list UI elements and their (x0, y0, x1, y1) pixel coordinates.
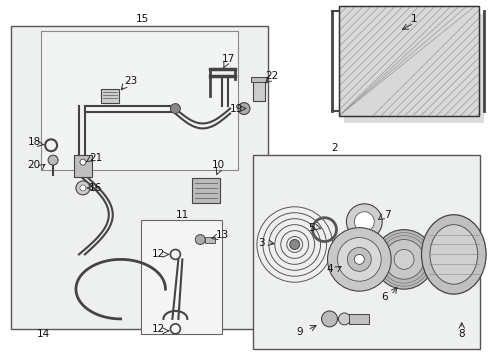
Circle shape (171, 104, 180, 113)
Text: 15: 15 (136, 14, 149, 24)
Text: 19: 19 (229, 104, 243, 113)
Bar (141, 220, 222, 334)
Circle shape (384, 239, 424, 279)
Text: 10: 10 (212, 160, 225, 170)
Bar (41, 31, 238, 170)
Text: 9: 9 (296, 327, 303, 337)
Bar (253, 155, 480, 349)
Bar (11, 26, 268, 329)
Circle shape (290, 239, 300, 249)
Circle shape (327, 228, 391, 291)
Bar (253, 79, 265, 100)
Circle shape (339, 313, 350, 325)
Bar (74, 155, 92, 177)
Bar (340, 6, 479, 116)
Ellipse shape (421, 215, 486, 294)
Text: 8: 8 (459, 329, 465, 339)
Circle shape (346, 204, 382, 239)
Text: 20: 20 (27, 160, 41, 170)
Text: 13: 13 (216, 230, 229, 239)
Circle shape (338, 238, 381, 281)
Circle shape (48, 155, 58, 165)
Text: 3: 3 (259, 238, 265, 248)
Ellipse shape (430, 225, 478, 284)
Circle shape (76, 181, 90, 195)
Bar (349, 314, 369, 324)
Bar (344, 14, 484, 123)
Text: 6: 6 (381, 292, 388, 302)
Circle shape (238, 103, 250, 114)
Circle shape (321, 311, 338, 327)
Text: 11: 11 (176, 210, 189, 220)
Circle shape (347, 247, 371, 271)
Text: 12: 12 (152, 249, 165, 260)
Text: 23: 23 (124, 76, 137, 86)
Text: 18: 18 (27, 137, 41, 147)
Text: 4: 4 (326, 264, 333, 274)
Bar (205, 237, 215, 243)
Circle shape (354, 212, 374, 231)
Text: 12: 12 (152, 324, 165, 334)
Bar (101, 89, 119, 103)
Circle shape (80, 159, 86, 165)
Text: 21: 21 (89, 153, 102, 163)
Text: 5: 5 (308, 222, 315, 233)
Bar (251, 77, 267, 82)
Bar (192, 178, 220, 203)
Circle shape (374, 230, 434, 289)
Circle shape (394, 249, 414, 269)
Text: 7: 7 (384, 210, 391, 220)
Text: 14: 14 (37, 329, 50, 339)
Text: 22: 22 (265, 71, 278, 81)
Text: 2: 2 (331, 143, 338, 153)
Circle shape (196, 235, 205, 244)
Bar (340, 6, 479, 116)
Text: 1: 1 (411, 14, 417, 24)
Text: 16: 16 (89, 183, 102, 193)
Circle shape (80, 185, 86, 191)
Text: 17: 17 (221, 54, 235, 64)
Circle shape (354, 255, 365, 264)
